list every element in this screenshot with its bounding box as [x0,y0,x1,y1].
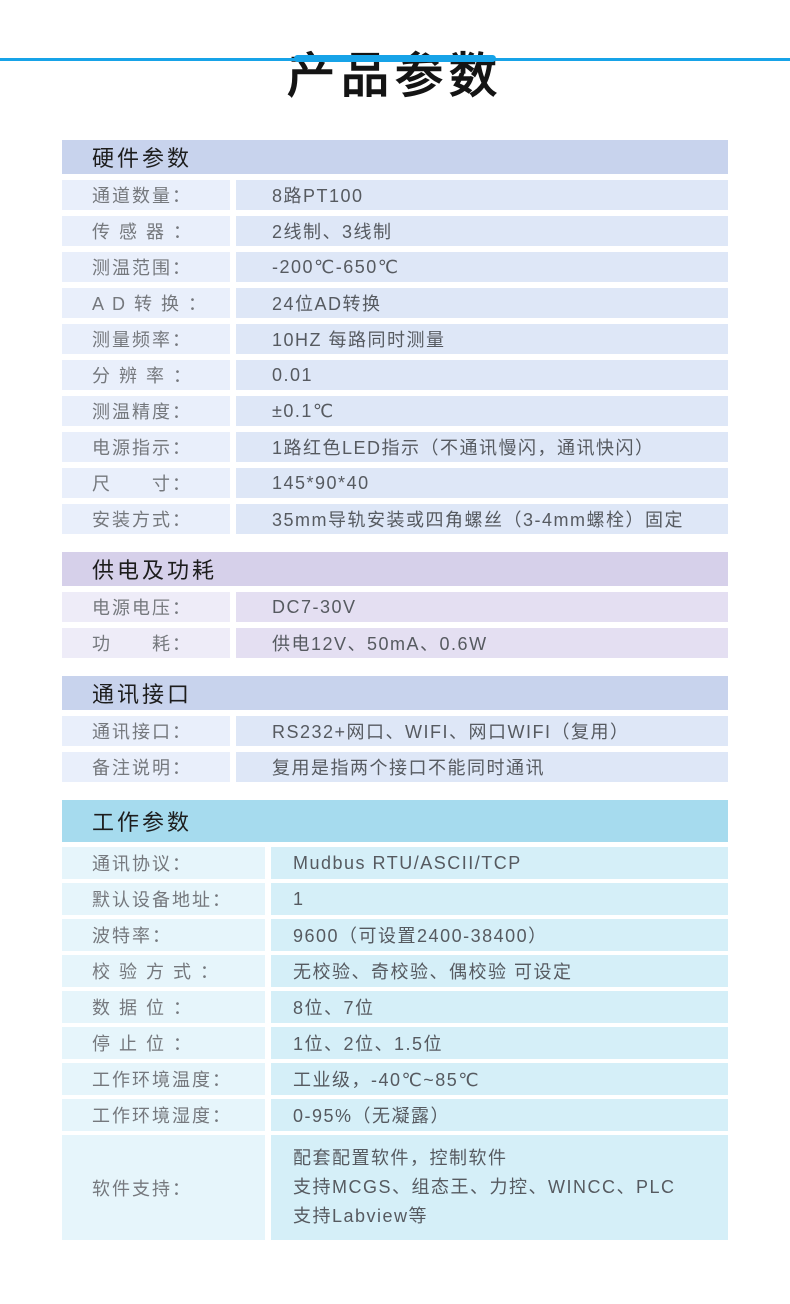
row-value: 工业级，-40℃~85℃ [271,1063,728,1095]
row-value: DC7-30V [236,592,728,622]
row-label: 校 验 方 式 ： [62,955,265,987]
spec-row: 停 止 位 ： 1位、2位、1.5位 [62,1027,728,1059]
spec-row: 校 验 方 式 ：无校验、奇校验、偶校验 可设定 [62,955,728,987]
row-value: 8路PT100 [236,180,728,210]
row-label: 分 辨 率 ： [62,360,230,390]
row-value: 1 [271,883,728,915]
spec-row: 功 耗： 供电12V、50mA、0.6W [62,628,728,658]
spec-row: 波特率： 9600（可设置2400-38400） [62,919,728,951]
spec-row: 数 据 位 ： 8位、7位 [62,991,728,1023]
row-label: 通道数量： [62,180,230,210]
top-accent-rule [0,55,790,62]
spec-row: 电源指示： 1路红色LED指示（不通讯慢闪，通讯快闪） [62,432,728,462]
row-value: ±0.1℃ [236,396,728,426]
row-label: 通讯接口： [62,716,230,746]
row-label: 工作环境湿度： [62,1099,265,1131]
row-label: 波特率： [62,919,265,951]
spec-row: 备注说明： 复用是指两个接口不能同时通讯 [62,752,728,782]
row-value: 9600（可设置2400-38400） [271,919,728,951]
spec-row: 工作环境湿度： 0-95%（无凝露） [62,1099,728,1131]
section-header: 硬件参数 [62,140,728,174]
row-label: 工作环境温度： [62,1063,265,1095]
spec-section: 供电及功耗 电源电压： DC7-30V 功 耗： 供电12V、50mA、0.6W [62,552,728,658]
row-value: 10HZ 每路同时测量 [236,324,728,354]
value-line: 支持Labview等 [293,1206,429,1226]
accent-line-center-segment [294,55,496,62]
row-value: 145*90*40 [236,468,728,498]
spec-row: 工作环境温度： 工业级，-40℃~85℃ [62,1063,728,1095]
row-label: 测温范围： [62,252,230,282]
spec-row: 分 辨 率 ： 0.01 [62,360,728,390]
row-label: 电源电压： [62,592,230,622]
spec-row: 电源电压： DC7-30V [62,592,728,622]
spec-row: 通讯协议： Mudbus RTU/ASCII/TCP [62,847,728,879]
spec-row: 默认设备地址： 1 [62,883,728,915]
section-header: 工作参数 [62,800,728,842]
spec-row: 通道数量： 8路PT100 [62,180,728,210]
row-value: 无校验、奇校验、偶校验 可设定 [271,955,728,987]
row-label: 测量频率： [62,324,230,354]
row-value: 1路红色LED指示（不通讯慢闪，通讯快闪） [236,432,728,462]
row-label: 安装方式： [62,504,230,534]
spec-section: 硬件参数 通道数量： 8路PT100 传 感 器 ： 2线制、3线制 测温范围： -200℃… [62,140,728,534]
spec-row: 通讯接口： RS232+网口、WIFI、网口WIFI（复用） [62,716,728,746]
row-value: 0-95%（无凝露） [271,1099,728,1131]
spec-row: 传 感 器 ： 2线制、3线制 [62,216,728,246]
row-value: 35mm导轨安装或四角螺丝（3-4mm螺栓）固定 [236,504,728,534]
section-header: 供电及功耗 [62,552,728,586]
row-value: 8位、7位 [271,991,728,1023]
row-value: -200℃-650℃ [236,252,728,282]
row-label: 电源指示： [62,432,230,462]
spec-row: 测量频率： 10HZ 每路同时测量 [62,324,728,354]
row-value: 供电12V、50mA、0.6W [236,628,728,658]
row-label: 通讯协议： [62,847,265,879]
row-value: RS232+网口、WIFI、网口WIFI（复用） [236,716,728,746]
spec-row: 软件支持： 配套配置软件，控制软件支持MCGS、组态王、力控、WINCC、PLC 支… [62,1135,728,1240]
value-line: 配套配置软件，控制软件 [293,1148,508,1168]
spec-row: 安装方式： 35mm导轨安装或四角螺丝（3-4mm螺栓）固定 [62,504,728,534]
row-value: 1位、2位、1.5位 [271,1027,728,1059]
row-value: 0.01 [236,360,728,390]
row-label: 默认设备地址： [62,883,265,915]
row-value: 2线制、3线制 [236,216,728,246]
row-label: 测温精度： [62,396,230,426]
spec-section: 工作参数 通讯协议： Mudbus RTU/ASCII/TCP 默认设备地址： 1 波特率… [62,800,728,1240]
row-label: 备注说明： [62,752,230,782]
row-label: 尺 寸： [62,468,230,498]
row-value: 配套配置软件，控制软件支持MCGS、组态王、力控、WINCC、PLC 支持Labv… [271,1135,728,1240]
value-line: 支持MCGS、组态王、力控、WINCC、PLC [293,1177,676,1197]
row-value: 复用是指两个接口不能同时通讯 [236,752,728,782]
row-label: 停 止 位 ： [62,1027,265,1059]
row-value: Mudbus RTU/ASCII/TCP [271,847,728,879]
spec-row: 测温范围： -200℃-650℃ [62,252,728,282]
spec-row: A D 转 换 ： 24位AD转换 [62,288,728,318]
row-label: A D 转 换 ： [62,288,230,318]
spec-section: 通讯接口 通讯接口： RS232+网口、WIFI、网口WIFI（复用） 备注说明： 复用… [62,676,728,782]
row-label: 传 感 器 ： [62,216,230,246]
spec-row: 测温精度： ±0.1℃ [62,396,728,426]
row-label: 功 耗： [62,628,230,658]
row-value: 24位AD转换 [236,288,728,318]
row-label: 软件支持： [62,1135,265,1240]
spec-table: 硬件参数 通道数量： 8路PT100 传 感 器 ： 2线制、3线制 测温范围： -200℃… [62,140,728,1240]
row-label: 数 据 位 ： [62,991,265,1023]
spec-row: 尺 寸： 145*90*40 [62,468,728,498]
section-header: 通讯接口 [62,676,728,710]
